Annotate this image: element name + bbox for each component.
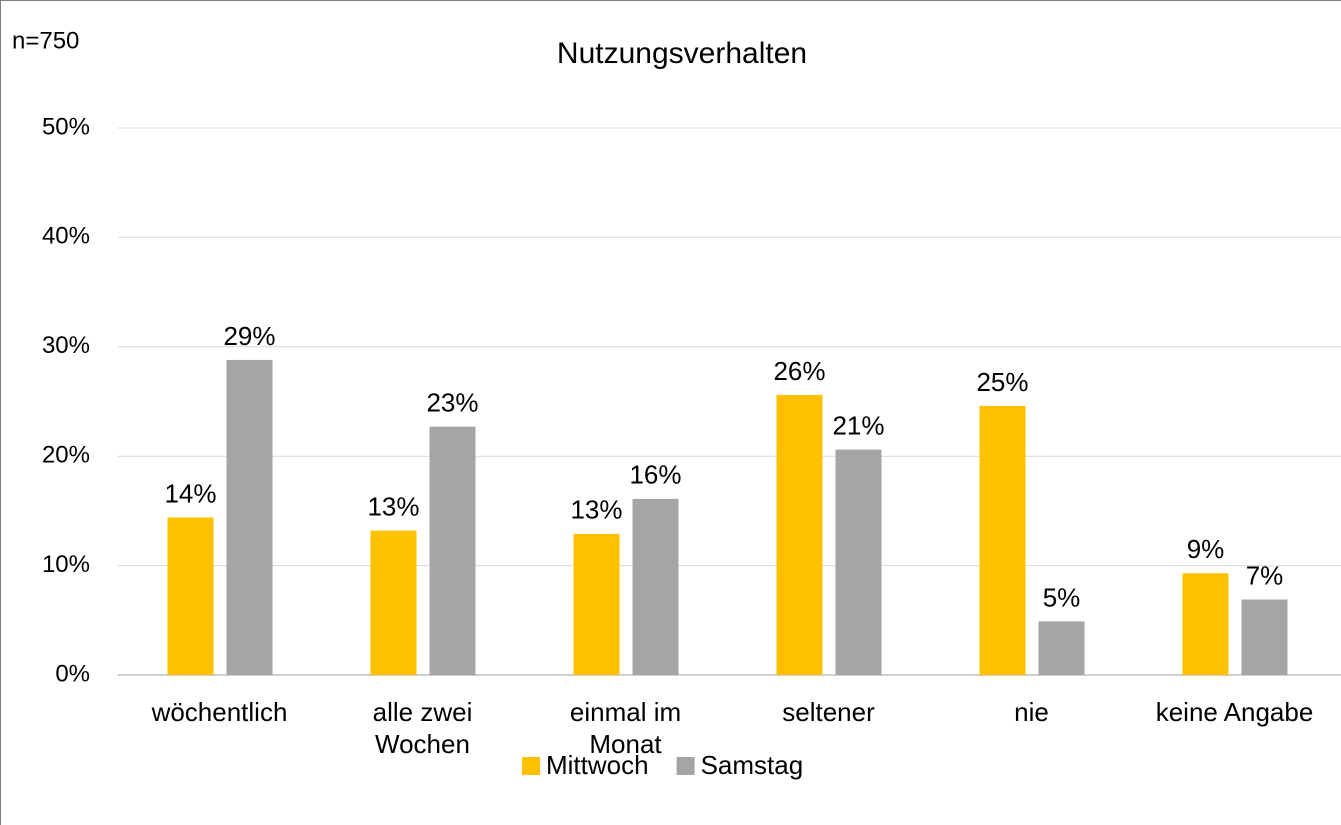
annotation: n=750 — [12, 27, 79, 54]
bar — [1182, 573, 1229, 675]
data-label: 14% — [164, 478, 216, 508]
y-tick-label: 10% — [42, 551, 90, 578]
data-label: 7% — [1246, 560, 1284, 590]
data-label: 25% — [976, 367, 1028, 397]
data-label: 16% — [629, 460, 681, 490]
bar — [226, 359, 273, 675]
data-label: 29% — [223, 321, 275, 351]
y-tick-label: 40% — [42, 223, 90, 250]
data-label: 5% — [1043, 582, 1081, 612]
legend-swatch — [522, 757, 540, 775]
x-tick-label: keine Angabe — [1155, 697, 1314, 727]
y-tick-label: 20% — [42, 442, 90, 469]
x-tick-label: alle zwei Wochen — [372, 697, 473, 759]
bar — [429, 426, 476, 675]
x-tick-label: einmal im Monat — [569, 697, 682, 759]
bar — [1241, 599, 1288, 675]
bar — [776, 394, 823, 675]
bar — [1038, 621, 1085, 675]
legend-label: Mittwoch — [546, 750, 649, 780]
y-tick-label: 30% — [42, 332, 90, 359]
legend-label: Samstag — [701, 750, 804, 780]
data-label: 26% — [773, 356, 825, 386]
data-label: 21% — [832, 411, 884, 441]
chart-title: Nutzungsverhalten — [557, 37, 807, 70]
legend-swatch — [676, 757, 695, 775]
x-tick-label: seltener — [782, 697, 875, 727]
data-label: 13% — [367, 491, 419, 521]
y-tick-label: 0% — [55, 660, 90, 687]
bar — [573, 533, 620, 675]
data-label: 9% — [1187, 534, 1225, 564]
data-label: 13% — [570, 495, 622, 525]
data-label: 23% — [426, 388, 478, 418]
bar — [370, 530, 417, 675]
bar — [979, 405, 1026, 675]
x-tick-label: nie — [1014, 697, 1049, 727]
bar — [632, 498, 679, 675]
bar — [835, 449, 882, 675]
bar — [167, 517, 214, 675]
y-tick-label: 50% — [42, 113, 90, 140]
x-tick-label: wöchentlich — [151, 697, 288, 727]
